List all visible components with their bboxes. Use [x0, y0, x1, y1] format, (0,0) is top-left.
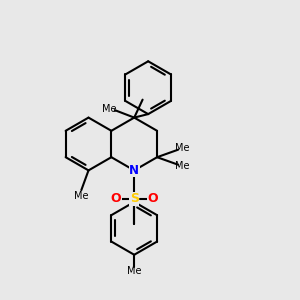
- Text: S: S: [130, 192, 139, 206]
- Text: Me: Me: [74, 190, 88, 200]
- Text: O: O: [148, 192, 158, 206]
- Text: Me: Me: [175, 143, 190, 153]
- Text: O: O: [110, 192, 121, 206]
- Text: Me: Me: [102, 103, 117, 114]
- Text: Me: Me: [175, 161, 190, 171]
- Text: N: N: [129, 164, 139, 177]
- Text: Me: Me: [127, 266, 142, 276]
